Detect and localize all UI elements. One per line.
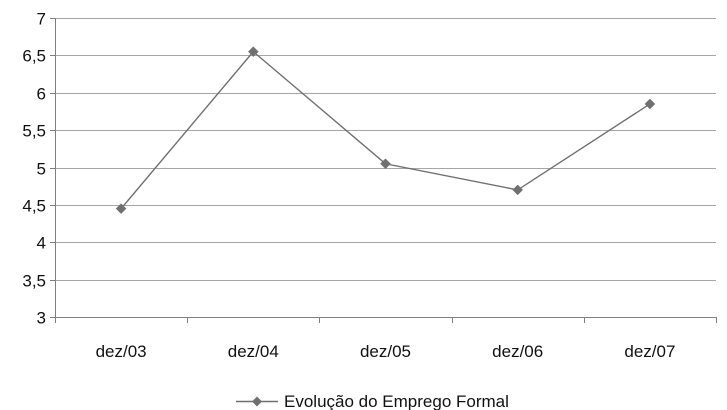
y-tick-label-7: 6,5 [22,47,46,66]
data-point-dez-06 [512,184,524,196]
y-tick-label-1: 3,5 [22,272,46,291]
series-layer [115,46,656,214]
y-tick-label-2: 4 [37,234,46,253]
axes [55,18,716,318]
y-tick-label-6: 6 [37,85,46,104]
data-point-dez-05 [380,158,391,170]
data-point-dez-04 [247,46,259,57]
legend-label: Evolução do Emprego Formal [284,392,509,410]
data-point-dez-03 [115,203,127,214]
x-tick-label-3: dez/06 [492,342,543,361]
legend: Evolução do Emprego Formal [236,392,509,410]
legend-diamond-marker [252,396,262,407]
x-tick-label-0: dez/03 [96,342,147,361]
y-tick-label-5: 5,5 [22,122,46,141]
x-tick-label-4: dez/07 [624,342,675,361]
x-tick-label-1: dez/04 [228,342,279,361]
y-axis-ticks: 3 3,5 4 4,5 5 5,5 6 6,5 7 [22,10,55,328]
gridlines [55,18,716,281]
x-tick-label-2: dez/05 [360,342,411,361]
x-axis-ticks: dez/03 dez/04 dez/05 dez/06 dez/07 [55,317,717,361]
y-tick-label-4: 5 [37,160,46,179]
data-point-dez-07 [644,98,656,110]
y-tick-label-0: 3 [37,309,46,328]
y-tick-label-8: 7 [37,10,46,29]
y-tick-label-3: 4,5 [22,197,46,216]
